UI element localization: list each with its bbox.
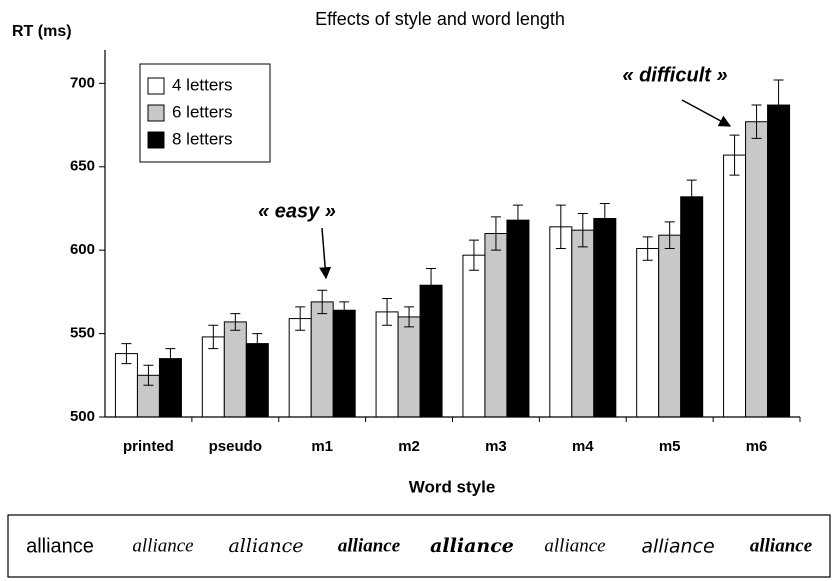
x-tick-label: printed — [123, 438, 174, 455]
bar — [419, 284, 443, 418]
x-tick-label: m2 — [398, 438, 420, 455]
bar — [462, 254, 486, 418]
legend-label: 4 letters — [172, 75, 232, 94]
bar — [223, 321, 247, 418]
error-bar — [490, 216, 501, 251]
error-bar — [404, 306, 415, 328]
bar — [745, 121, 769, 418]
bar — [332, 309, 356, 418]
x-tick-label: m5 — [659, 438, 681, 455]
error-bar — [577, 212, 588, 248]
bar — [571, 229, 595, 418]
y-tick-label: 550 — [70, 325, 95, 342]
x-tick-label: m4 — [572, 438, 594, 455]
error-bar — [686, 179, 697, 214]
error-bar — [426, 268, 437, 303]
bar — [245, 343, 269, 418]
word-sample: alliance — [430, 535, 514, 557]
error-bar — [599, 202, 610, 234]
bar — [288, 318, 312, 418]
error-bar — [382, 298, 393, 326]
bar — [397, 316, 421, 418]
y-tick-label: 500 — [70, 408, 95, 425]
annotation: « easy » — [258, 200, 336, 222]
legend-label: 6 letters — [172, 102, 232, 121]
error-bar — [339, 301, 350, 320]
word-sample: alliance — [228, 535, 303, 557]
x-tick-label: m6 — [746, 438, 768, 455]
bar — [723, 154, 747, 418]
x-tick-label: m1 — [311, 438, 333, 455]
error-bar — [317, 289, 328, 315]
word-sample: alliance — [132, 535, 193, 556]
x-tick-label: m3 — [485, 438, 507, 455]
bar — [506, 219, 530, 418]
annotation-arrow — [319, 227, 332, 280]
y-tick-label: 700 — [70, 74, 95, 91]
error-bar — [121, 343, 132, 365]
bar — [636, 248, 660, 418]
error-bar — [230, 313, 241, 331]
annotation: « difficult » — [622, 64, 727, 86]
error-bar — [664, 221, 675, 250]
word-sample: alliance — [641, 536, 714, 558]
error-bar — [751, 104, 762, 139]
error-bar — [143, 364, 154, 386]
legend-swatch — [147, 131, 165, 149]
word-sample: alliance — [750, 535, 813, 556]
error-bar — [295, 306, 306, 331]
bar — [593, 217, 617, 418]
error-bar — [773, 79, 784, 131]
legend-swatch — [147, 77, 165, 95]
bar — [549, 226, 573, 418]
legend-label: 8 letters — [172, 129, 232, 148]
error-bar — [468, 239, 479, 271]
bar — [310, 301, 334, 418]
error-bar — [642, 236, 653, 261]
annotation-arrow — [681, 99, 732, 127]
bar — [658, 234, 682, 418]
y-axis-label: RT (ms) — [12, 23, 72, 40]
x-axis-label: Word style — [409, 477, 496, 496]
chart-title: Effects of style and word length — [315, 9, 565, 29]
error-bar — [208, 324, 219, 350]
bar — [680, 196, 704, 418]
bar — [375, 311, 399, 418]
word-sample: alliance — [26, 535, 94, 557]
x-tick-label: pseudo — [209, 438, 262, 455]
error-bar — [729, 134, 740, 176]
error-bar — [165, 348, 176, 370]
legend-swatch — [147, 104, 165, 122]
y-tick-label: 650 — [70, 158, 95, 175]
bar — [767, 104, 791, 418]
error-bar — [555, 204, 566, 250]
y-tick-label: 600 — [70, 241, 95, 258]
error-bar — [512, 204, 523, 236]
samples-box — [7, 514, 831, 578]
error-bar — [252, 333, 263, 355]
word-sample: alliance — [338, 535, 401, 556]
bar — [484, 233, 508, 418]
word-sample: alliance — [544, 535, 605, 556]
